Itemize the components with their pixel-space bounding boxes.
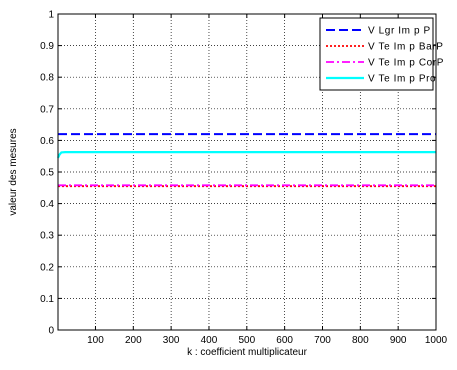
y-tick-label: 1 (48, 10, 54, 21)
series-line-VTeImpPro (57, 151, 436, 159)
series-lines (57, 133, 436, 188)
y-tick-label: 0.6 (40, 136, 54, 147)
y-axis-label: valeur des mesures (8, 128, 19, 215)
y-tick-label: 0.2 (40, 262, 54, 273)
y-tick-label: 0.3 (40, 231, 54, 242)
x-tick-label: 700 (314, 335, 331, 346)
x-tick-label: 200 (125, 335, 142, 346)
y-tick-label: 0.5 (40, 168, 54, 179)
x-tick-label: 400 (201, 335, 218, 346)
y-tick-label: 0.4 (40, 199, 54, 210)
legend-label-VLgrImpP: V Lgr Im p P (368, 26, 431, 37)
x-tick-label: 600 (276, 335, 293, 346)
x-tick-label: 100 (87, 335, 104, 346)
y-tick-label: 0.8 (40, 73, 54, 84)
legend-label-VTeImpBarP: V Te Im p BarP (368, 42, 443, 53)
y-tick-label: 0.1 (40, 294, 54, 305)
legend-label-VTeImpPro: V Te Im p Pro (368, 74, 436, 85)
legend: V Lgr Im p P V Te Im p BarP V Te Im p CorP… (319, 17, 444, 91)
legend-label-VTeImpCorP: V Te Im p CorP (368, 58, 444, 69)
x-axis-label: k : coefficient multiplicateur (187, 347, 308, 358)
x-tick-label: 500 (238, 335, 255, 346)
x-tick-label: 300 (163, 335, 180, 346)
x-tick-label: 900 (390, 335, 407, 346)
y-tick-label: 0 (48, 326, 54, 337)
y-tick-label: 0.9 (40, 41, 54, 52)
axis-ticks: 100 200 300 400 500 600 700 800 900 1000 0 0.1 0.2 0.… (40, 10, 447, 347)
x-tick-label: 800 (352, 335, 369, 346)
y-tick-label: 0.7 (40, 104, 54, 115)
x-tick-label: 1000 (425, 335, 448, 346)
